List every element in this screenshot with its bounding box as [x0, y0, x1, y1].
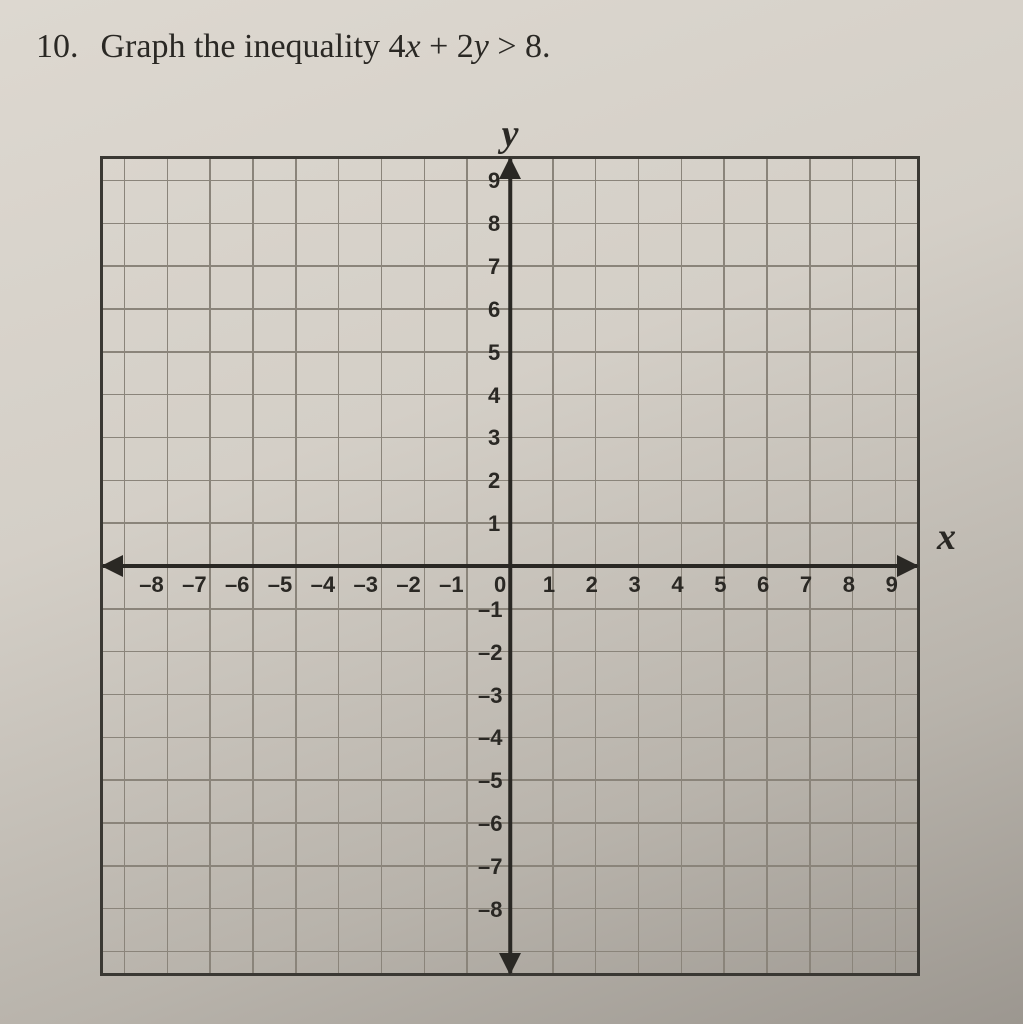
x-tick-label: 9 — [886, 572, 898, 598]
y-tick-label: –7 — [478, 854, 502, 880]
x-tick-label: 0 — [494, 572, 506, 598]
x-tick-label: –3 — [353, 572, 377, 598]
x-tick-label: 6 — [757, 572, 769, 598]
y-tick-label: –8 — [478, 897, 502, 923]
x-tick-label: 1 — [543, 572, 555, 598]
x-tick-label: 4 — [671, 572, 683, 598]
grid-frame: –8–7–6–5–4–3–2–10123456789123456789–1–2–… — [100, 156, 920, 976]
y-tick-label: –2 — [478, 640, 502, 666]
x-tick-label: –8 — [139, 572, 163, 598]
x-tick-label: –6 — [225, 572, 249, 598]
y-tick-label: 7 — [488, 254, 500, 280]
y-tick-label: 2 — [488, 468, 500, 494]
question-row: 10. Graph the inequality 4x + 2y > 8. — [36, 28, 551, 66]
y-tick-label: 6 — [488, 297, 500, 323]
x-tick-label: 5 — [714, 572, 726, 598]
coordinate-grid-container: y x –8–7–6–5–4–3–2–10123456789123456789–… — [100, 120, 920, 990]
arrow-down-icon — [499, 953, 521, 975]
x-tick-label: 7 — [800, 572, 812, 598]
y-tick-label: –3 — [478, 683, 502, 709]
worksheet-page: 10. Graph the inequality 4x + 2y > 8. y … — [0, 0, 1023, 1024]
y-tick-label: 9 — [488, 168, 500, 194]
x-tick-label: 8 — [843, 572, 855, 598]
y-tick-label: –5 — [478, 768, 502, 794]
arrow-up-icon — [499, 157, 521, 179]
question-number: 10. — [36, 28, 79, 66]
y-tick-label: –1 — [478, 597, 502, 623]
grid-inner: –8–7–6–5–4–3–2–10123456789123456789–1–2–… — [103, 159, 917, 973]
x-tick-label: –4 — [311, 572, 335, 598]
y-axis-label: y — [502, 112, 519, 156]
question-prefix: Graph the inequality — [101, 28, 389, 65]
x-tick-label: –7 — [182, 572, 206, 598]
x-axis — [103, 564, 917, 568]
y-tick-label: 1 — [488, 511, 500, 537]
x-axis-label: x — [937, 515, 956, 559]
y-tick-label: –4 — [478, 725, 502, 751]
question-expression: 4x + 2y > 8 — [388, 28, 542, 65]
x-tick-label: –5 — [268, 572, 292, 598]
y-tick-label: 5 — [488, 340, 500, 366]
question-suffix: . — [542, 28, 551, 65]
y-tick-label: 3 — [488, 425, 500, 451]
y-tick-label: 4 — [488, 383, 500, 409]
x-tick-label: 3 — [629, 572, 641, 598]
y-tick-label: 8 — [488, 211, 500, 237]
y-tick-label: –6 — [478, 811, 502, 837]
x-tick-label: –2 — [396, 572, 420, 598]
x-tick-label: 2 — [586, 572, 598, 598]
arrow-right-icon — [897, 555, 919, 577]
arrow-left-icon — [101, 555, 123, 577]
x-tick-label: –1 — [439, 572, 463, 598]
question-text: Graph the inequality 4x + 2y > 8. — [101, 28, 551, 66]
